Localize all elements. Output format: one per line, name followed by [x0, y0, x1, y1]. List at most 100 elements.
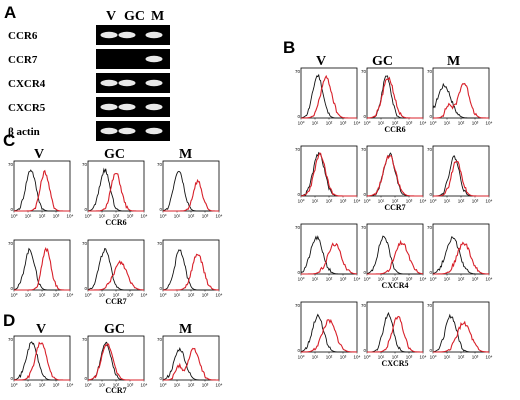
x-tick-label: 10¹	[174, 214, 181, 219]
stained-trace	[301, 74, 357, 119]
x-tick-label: 10²	[326, 277, 333, 282]
stained-trace	[14, 341, 70, 381]
gel-band	[145, 103, 163, 111]
y-tick-top: 70	[82, 241, 88, 246]
x-tick-label: 10³	[472, 355, 479, 360]
x-tick-label: 10²	[39, 383, 46, 388]
histogram: 70 0 10⁰ 10¹ 10² 10³ 10⁴	[157, 160, 223, 219]
x-tick-label: 10⁴	[141, 383, 148, 388]
x-tick-label: 10²	[39, 293, 46, 298]
y-tick-bottom: 0	[10, 286, 13, 291]
panel-b-col-gc: GC	[372, 54, 393, 69]
x-tick-label: 10³	[127, 214, 134, 219]
x-tick-label: 10²	[458, 355, 465, 360]
histogram-frame	[162, 239, 220, 291]
x-tick-label: 10²	[392, 199, 399, 204]
control-trace	[432, 82, 489, 119]
x-tick-label: 10³	[53, 293, 60, 298]
y-tick-top: 70	[157, 241, 163, 246]
stained-trace	[433, 160, 489, 197]
stained-trace	[88, 172, 144, 212]
gel-band	[100, 103, 118, 111]
stained-trace	[87, 343, 144, 381]
x-tick-label: 10⁰	[298, 355, 305, 360]
y-tick-top: 70	[427, 147, 433, 152]
gel-band	[118, 103, 136, 111]
y-tick-bottom: 0	[363, 192, 366, 197]
histogram: 70 0 10⁰ 10¹ 10² 10³ 10⁴	[295, 301, 361, 360]
y-tick-top: 70	[157, 162, 163, 167]
y-tick-bottom: 0	[159, 286, 162, 291]
y-tick-top: 70	[361, 225, 367, 230]
control-trace	[87, 247, 144, 291]
x-tick-label: 10²	[392, 355, 399, 360]
x-tick-label: 10²	[458, 199, 465, 204]
y-tick-bottom: 0	[159, 376, 162, 381]
x-tick-label: 10⁴	[486, 121, 493, 126]
gel-band	[145, 127, 163, 135]
y-tick-bottom: 0	[429, 192, 432, 197]
x-tick-label: 10³	[340, 355, 347, 360]
gel-band	[100, 31, 118, 39]
stained-trace	[366, 76, 423, 119]
x-tick-label: 10³	[127, 293, 134, 298]
y-tick-bottom: 0	[84, 207, 87, 212]
gel-strip	[96, 49, 170, 69]
x-tick-label: 10⁰	[430, 199, 437, 204]
x-tick-label: 10⁰	[364, 199, 371, 204]
panel-b-col-v: V	[316, 54, 326, 69]
x-tick-label: 10²	[326, 199, 333, 204]
x-tick-label: 10¹	[312, 277, 319, 282]
y-tick-bottom: 0	[429, 348, 432, 353]
panel-a-col-gc: GC	[124, 9, 145, 24]
x-tick-label: 10¹	[444, 277, 451, 282]
panel-a-gel: CCR6 CCR7 CXCR4 CXCR5 β actin	[8, 25, 170, 141]
x-tick-label: 10²	[113, 293, 120, 298]
panel-b-col-m: M	[447, 54, 460, 69]
marker-label: CXCR5	[381, 359, 408, 368]
panel-c-letter: C	[3, 131, 15, 150]
x-tick-label: 10⁴	[67, 293, 74, 298]
stained-trace	[367, 315, 423, 353]
x-tick-label: 10²	[113, 383, 120, 388]
x-tick-label: 10⁴	[486, 355, 493, 360]
histogram: 70 0 10⁰ 10¹ 10² 10³ 10⁴	[427, 67, 493, 126]
x-tick-label: 10⁰	[298, 121, 305, 126]
x-tick-label: 10¹	[99, 214, 106, 219]
x-tick-label: 10⁴	[486, 199, 493, 204]
x-tick-label: 10²	[458, 277, 465, 282]
histogram: 70 0 10⁰ 10¹ 10² 10³ 10⁴	[82, 335, 148, 388]
histogram: 70 0 10⁰ 10¹ 10² 10³ 10⁴	[427, 301, 493, 360]
histogram-frame	[162, 160, 220, 212]
x-tick-label: 10²	[392, 121, 399, 126]
y-tick-top: 70	[295, 225, 301, 230]
panel-d-col-gc: GC	[104, 322, 125, 337]
histogram-frame	[87, 160, 145, 212]
stained-trace	[163, 253, 220, 291]
x-tick-label: 10⁰	[430, 277, 437, 282]
x-tick-label: 10³	[406, 121, 413, 126]
control-trace	[300, 235, 357, 275]
y-tick-top: 70	[427, 303, 433, 308]
gel-band	[145, 31, 163, 39]
x-tick-label: 10⁰	[298, 199, 305, 204]
control-trace	[162, 249, 219, 291]
x-tick-label: 10¹	[378, 355, 385, 360]
y-tick-top: 70	[8, 162, 14, 167]
y-tick-top: 70	[361, 69, 367, 74]
x-tick-label: 10⁰	[85, 383, 92, 388]
stained-trace	[14, 169, 70, 212]
y-tick-top: 70	[82, 337, 88, 342]
x-tick-label: 10²	[392, 277, 399, 282]
x-tick-label: 10²	[188, 383, 195, 388]
gel-row-label: CCR6	[8, 30, 38, 42]
histogram: 70 0 10⁰ 10¹ 10² 10³ 10⁴	[361, 145, 427, 204]
y-tick-top: 70	[295, 303, 301, 308]
x-tick-label: 10³	[406, 355, 413, 360]
histogram: 70 0 10⁰ 10¹ 10² 10³ 10⁴	[361, 301, 427, 360]
x-tick-label: 10³	[53, 214, 60, 219]
y-tick-bottom: 0	[84, 376, 87, 381]
y-tick-bottom: 0	[10, 376, 13, 381]
stained-trace	[300, 152, 357, 197]
